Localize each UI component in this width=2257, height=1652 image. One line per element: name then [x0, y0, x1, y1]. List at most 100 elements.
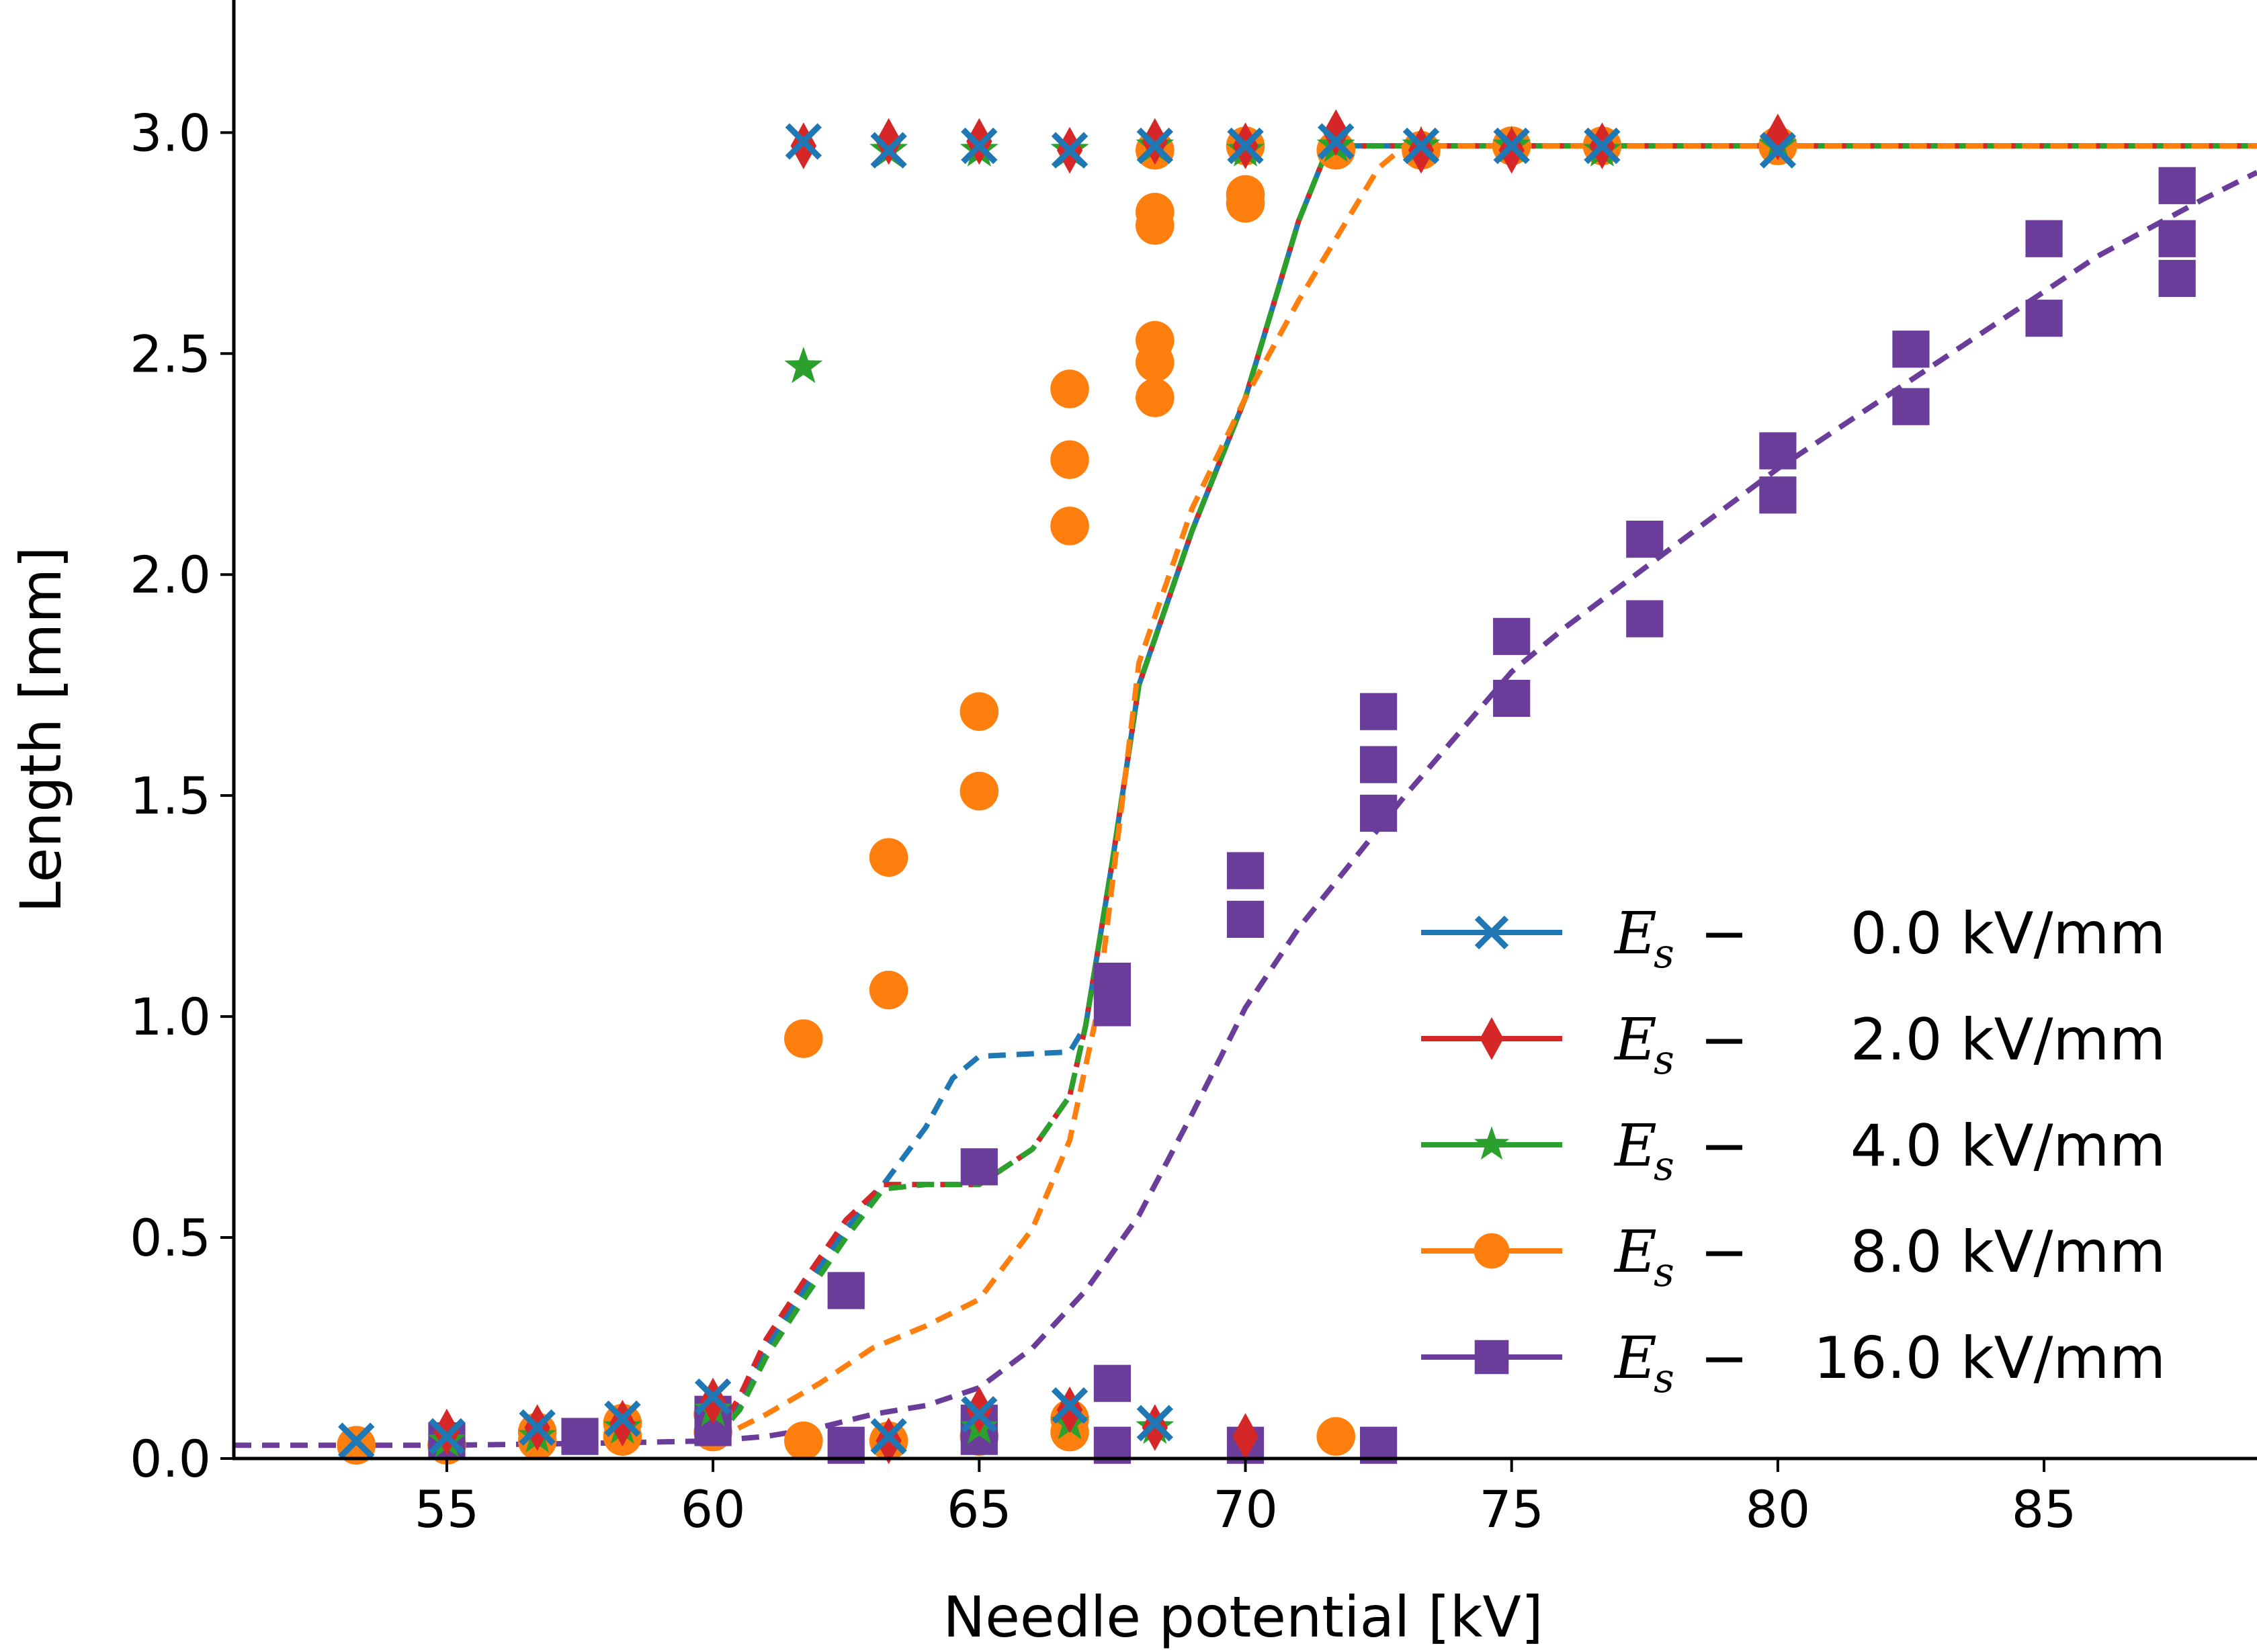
legend-subscript: s: [1654, 1037, 1674, 1084]
data-point: [519, 1409, 556, 1446]
legend-symbol: E: [1613, 900, 1657, 967]
data-point: [1892, 388, 1930, 425]
y-tick-label: 0.5: [130, 1208, 211, 1268]
legend-symbol: E: [1613, 1219, 1657, 1286]
y-tick-label: 3.0: [130, 103, 211, 163]
legend-subscript: s: [1654, 1143, 1674, 1190]
x-tick-label: 75: [1479, 1479, 1544, 1539]
data-point: [1759, 476, 1797, 514]
data-point: [1226, 900, 1265, 938]
data-point: [1227, 127, 1264, 165]
y-tick-label: 2.0: [130, 545, 211, 605]
legend-label: 16.0 kV/mm: [1814, 1325, 2166, 1392]
data-point: [337, 1426, 376, 1465]
legend-label: 8.0 kV/mm: [1850, 1219, 2166, 1286]
x-tick-label: 80: [1746, 1479, 1811, 1539]
data-point: [960, 1148, 998, 1186]
data-point: [1626, 521, 1664, 558]
data-point: [2158, 220, 2196, 257]
data-point: [870, 1418, 907, 1455]
data-point: [1759, 432, 1797, 470]
data-point: [1093, 989, 1132, 1027]
data-point: [1093, 1364, 1132, 1402]
data-point: [870, 132, 907, 169]
legend-label: 0.0 kV/mm: [1850, 900, 2166, 967]
data-point: [869, 838, 908, 877]
legend-marker: [1480, 1017, 1504, 1060]
data-point: [1051, 1387, 1089, 1424]
y-tick-label: 2.5: [130, 324, 211, 384]
fit-curves: [234, 143, 2257, 1448]
data-point: [1493, 617, 1531, 655]
data-point: [1135, 206, 1175, 245]
data-point: [2158, 167, 2196, 204]
data-point: [785, 123, 822, 160]
data-point: [1764, 114, 1791, 161]
legend-symbol: E: [1613, 1325, 1657, 1392]
data-point: [1323, 109, 1349, 157]
data-point: [1135, 343, 1175, 382]
data-point: [960, 692, 999, 731]
data-point: [1626, 600, 1664, 638]
data-point: [1226, 852, 1265, 889]
data-point: [1584, 127, 1621, 165]
data-point: [1232, 1413, 1259, 1460]
legend-symbol: E: [1613, 1006, 1657, 1074]
data-point: [1051, 132, 1089, 169]
data-point: [2025, 300, 2063, 337]
data-markers: [337, 109, 2196, 1465]
data-point: [699, 1377, 726, 1425]
fit-curve: [710, 143, 2257, 1442]
legend-label: 2.0 kV/mm: [1850, 1006, 2166, 1074]
legend-subscript: s: [1654, 1355, 1674, 1402]
data-point: [1050, 507, 1089, 546]
data-point: [561, 1418, 599, 1455]
y-tick-label: 1.0: [130, 987, 211, 1047]
data-point: [1359, 693, 1398, 730]
legend-operator: −: [1700, 900, 1748, 967]
x-tick-label: 85: [2012, 1479, 2077, 1539]
data-point: [1359, 746, 1398, 783]
legend-entry: Es − 2.0 kV/mm: [1421, 1006, 2166, 1084]
y-ticks: 0.0 0.5 1.0 1.5 2.0 2.5 3.0: [130, 103, 234, 1489]
legend-subscript: s: [1654, 930, 1674, 977]
legend-subscript: s: [1654, 1249, 1674, 1296]
x-tick-label: 60: [681, 1479, 746, 1539]
data-point: [876, 1417, 902, 1465]
data-point: [2025, 220, 2063, 257]
data-point: [961, 1396, 998, 1433]
legend-marker: [1474, 915, 1509, 950]
legend-marker: [1474, 1340, 1509, 1375]
data-point: [1493, 679, 1531, 718]
data-point: [2158, 259, 2196, 298]
data-point: [604, 1400, 641, 1437]
y-tick-label: 0.0: [130, 1429, 211, 1489]
x-tick-label: 55: [415, 1479, 480, 1539]
x-tick-label: 65: [947, 1479, 1012, 1539]
legend-entry: Es − 8.0 kV/mm: [1421, 1219, 2166, 1296]
data-point: [827, 1272, 865, 1309]
legend-symbol: E: [1613, 1113, 1657, 1180]
data-point: [1136, 127, 1173, 165]
data-point: [694, 1378, 732, 1416]
data-point: [1050, 369, 1089, 408]
data-point: [790, 122, 817, 169]
legend-operator: −: [1700, 1219, 1748, 1286]
data-point: [1142, 1404, 1168, 1451]
legend-marker: [1474, 1233, 1510, 1269]
data-point: [961, 127, 998, 165]
data-point: [960, 771, 999, 811]
legend-entry: Es −16.0 kV/mm: [1421, 1325, 2166, 1402]
fit-curve: [712, 143, 2257, 1444]
data-point: [428, 1418, 466, 1455]
data-point: [1050, 440, 1089, 479]
y-tick-label: 1.5: [130, 766, 211, 826]
data-point: [338, 1422, 375, 1459]
legend-entry: Es − 4.0 kV/mm: [1421, 1113, 2166, 1190]
data-point: [1318, 123, 1355, 160]
data-point: [1226, 183, 1265, 223]
legend-marker: [1474, 1126, 1510, 1160]
x-tick-label: 70: [1213, 1479, 1278, 1539]
